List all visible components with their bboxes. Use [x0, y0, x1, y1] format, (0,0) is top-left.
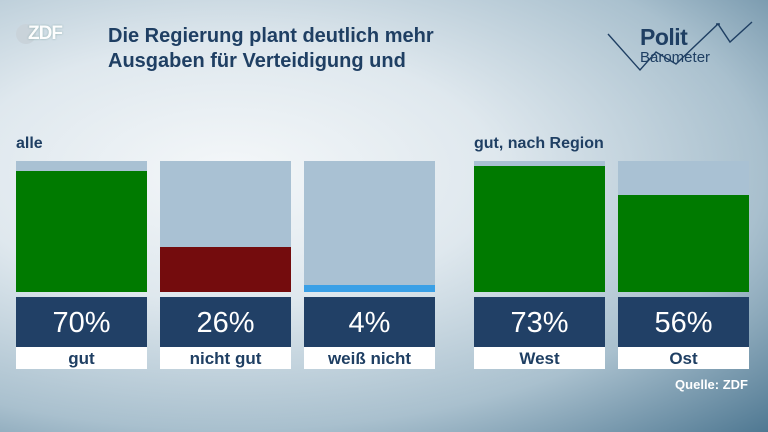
category-label-gut: gut	[16, 347, 147, 369]
category-label-west: West	[474, 347, 605, 369]
title-line-2: Ausgaben für Verteidigung und	[108, 50, 406, 72]
value-label-gut: 70%	[16, 297, 147, 347]
category-label-weiß-nicht: weiß nicht	[304, 347, 435, 369]
bar-background-west	[474, 161, 605, 292]
category-label-nicht-gut: nicht gut	[160, 347, 291, 369]
value-label-weiß-nicht: 4%	[304, 297, 435, 347]
value-label-nicht-gut: 26%	[160, 297, 291, 347]
title-line-1: Die Regierung plant deutlich mehr	[108, 25, 434, 47]
bar-background-weiß-nicht	[304, 161, 435, 292]
value-label-west: 73%	[474, 297, 605, 347]
bar-background-nicht-gut	[160, 161, 291, 292]
bar-background-gut	[16, 161, 147, 292]
zdf-logo-circle-icon	[16, 24, 36, 44]
bar-nicht-gut	[160, 247, 291, 292]
bar-ost	[618, 195, 749, 292]
bar-background-ost	[618, 161, 749, 292]
politbarometer-logo: Polit Barometer	[606, 18, 756, 78]
politbarometer-zigzag-icon	[607, 21, 753, 72]
group-label-alle: alle	[16, 135, 43, 152]
group-label-region: gut, nach Region	[474, 135, 604, 152]
bar-west	[474, 166, 605, 292]
brand-word-barometer: Barometer	[640, 49, 711, 66]
brand-word-polit: Polit	[640, 24, 688, 50]
category-label-ost: Ost	[618, 347, 749, 369]
zdf-logo-text: ZDF	[28, 23, 63, 44]
source-label: Quelle: ZDF	[675, 377, 748, 392]
value-label-ost: 56%	[618, 297, 749, 347]
page-title: Die Regierung plant deutlich mehr Ausgab…	[108, 24, 528, 74]
zdf-logo: ZDF	[16, 23, 63, 45]
bar-gut	[16, 171, 147, 292]
bar-weiß-nicht	[304, 285, 435, 292]
